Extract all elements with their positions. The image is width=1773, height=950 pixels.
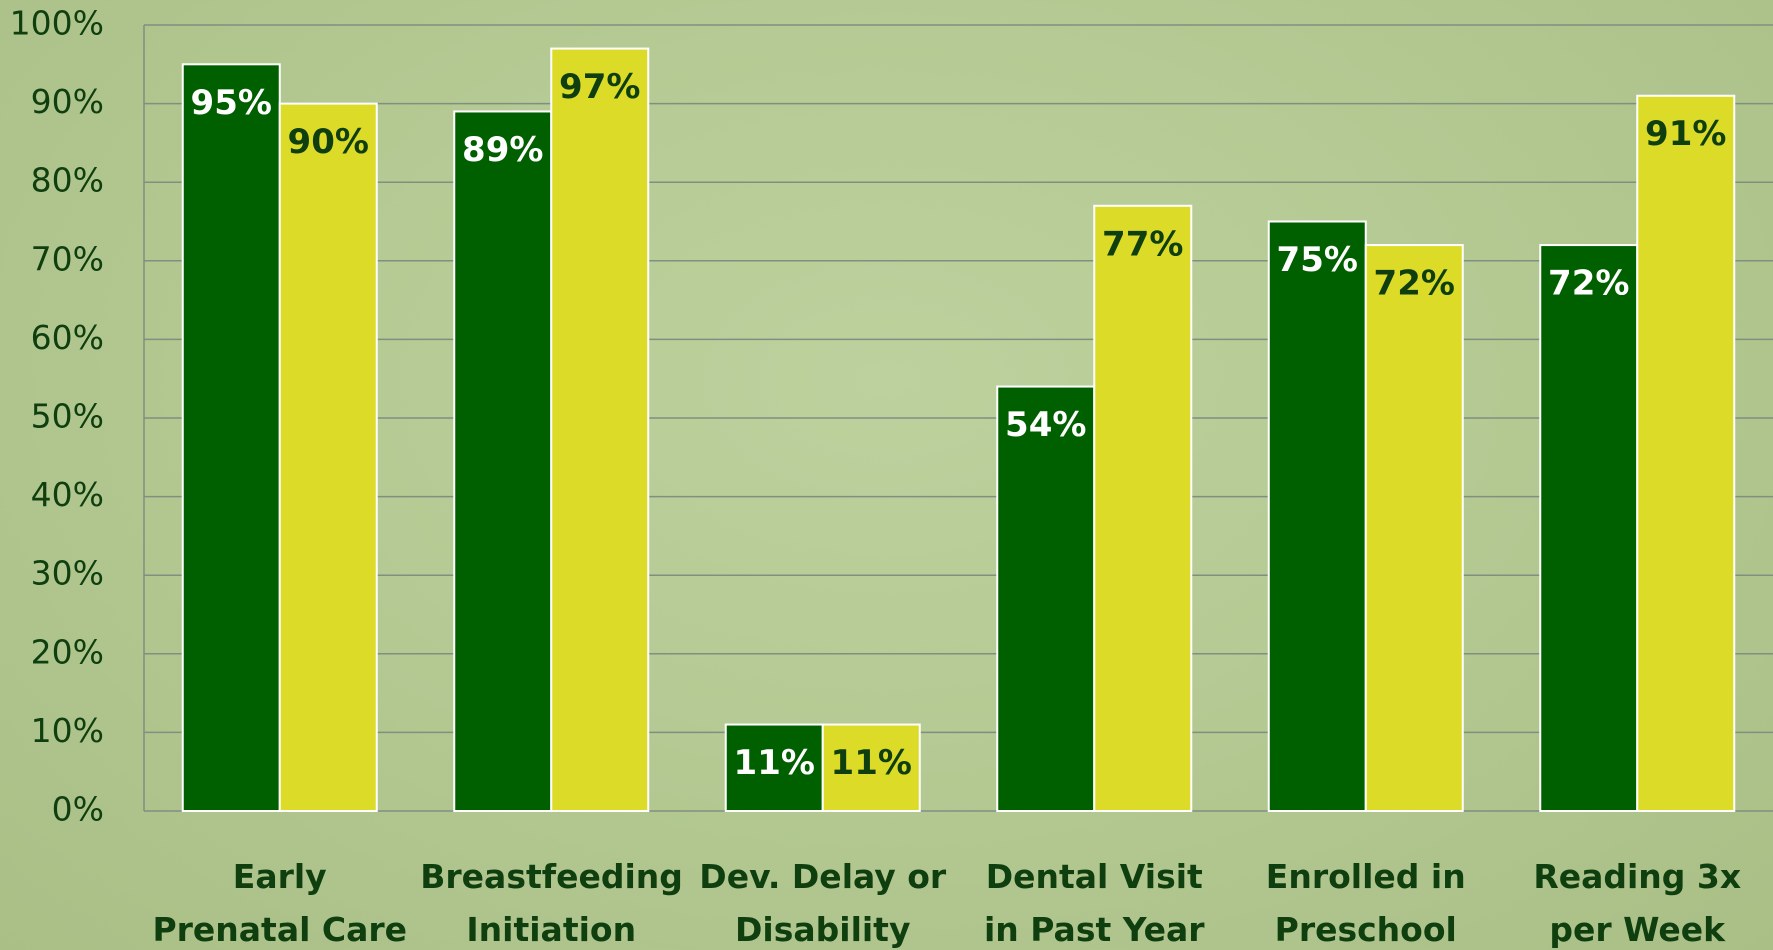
y-tick-label: 70% (31, 239, 104, 278)
bar (181, 63, 281, 813)
x-tick-label: Dev. Delay or Disability (699, 857, 947, 949)
bar (278, 102, 378, 813)
y-tick-label: 0% (52, 790, 104, 829)
value-label: 75% (1277, 240, 1358, 280)
y-tick-label: 80% (31, 161, 104, 200)
bar (821, 723, 921, 812)
value-label: 72% (1374, 264, 1455, 304)
y-tick-label: 20% (31, 632, 104, 671)
x-tick-label: Enrolled in Preschool (1265, 857, 1466, 949)
value-label: 90% (288, 122, 369, 162)
value-label: 77% (1102, 224, 1183, 264)
value-label: 54% (1005, 405, 1086, 445)
bar (550, 47, 650, 812)
bar (996, 385, 1096, 812)
bar (453, 110, 553, 812)
y-tick-label: 50% (31, 397, 104, 436)
value-label: 97% (559, 67, 640, 107)
y-tick-label: 60% (31, 318, 104, 357)
y-tick-label: 30% (31, 554, 104, 593)
value-label: 11% (831, 743, 912, 783)
value-label: 95% (191, 83, 272, 123)
value-label: 89% (462, 130, 543, 170)
bar (724, 723, 824, 812)
x-tick-label: Early Prenatal Care (152, 857, 408, 949)
bar (1539, 244, 1639, 812)
x-tick-label: Dental Visit in Past Year (983, 857, 1205, 949)
bar (1364, 244, 1464, 812)
y-tick-label: 90% (31, 82, 104, 121)
y-tick-label: 10% (31, 711, 104, 750)
bar (1093, 204, 1193, 812)
x-tick-label: Breastfeeding Initiation (420, 857, 683, 949)
bar (1636, 94, 1736, 813)
y-tick-label: 100% (10, 4, 104, 43)
value-label: 72% (1548, 264, 1629, 304)
value-label: 91% (1645, 114, 1726, 154)
x-tick-label: Reading 3x per Week (1533, 857, 1742, 949)
bar (1267, 220, 1367, 812)
y-tick-label: 40% (31, 475, 104, 514)
value-label: 11% (734, 743, 815, 783)
